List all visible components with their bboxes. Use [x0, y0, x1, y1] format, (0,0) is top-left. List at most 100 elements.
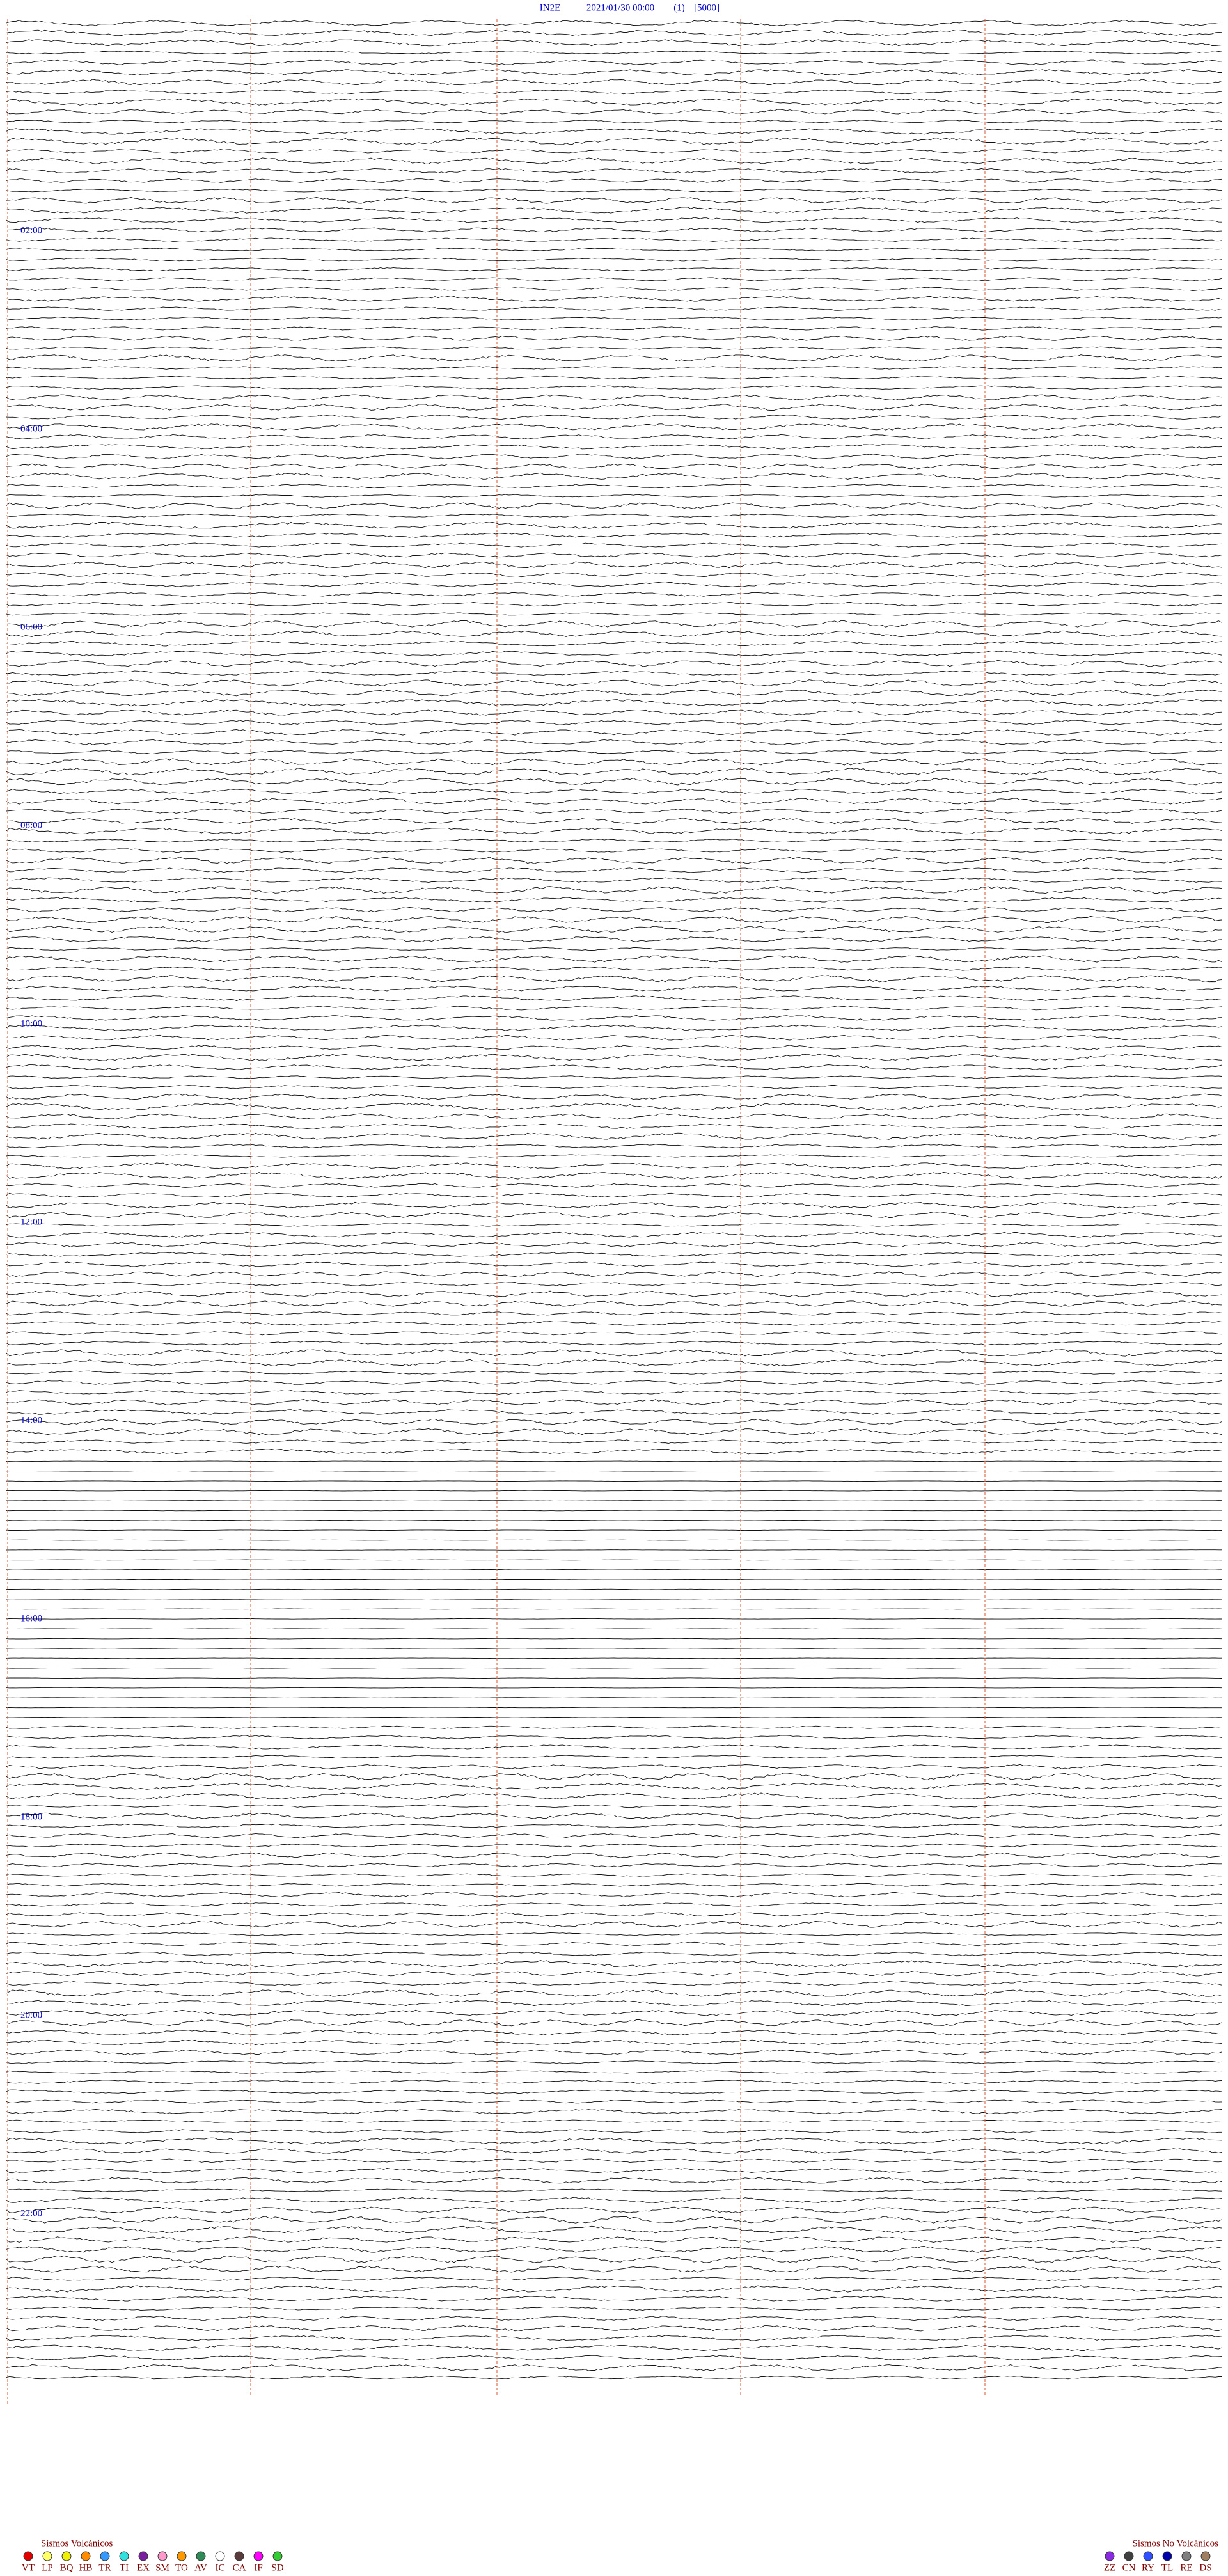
legend-marker	[215, 2551, 225, 2561]
trace	[6, 79, 1222, 86]
trace	[6, 699, 1222, 707]
trace	[6, 138, 1222, 145]
legend-code: DS	[1199, 2563, 1211, 2573]
trace	[6, 1618, 1222, 1620]
legend-code: TI	[120, 2563, 129, 2573]
legend-marker	[177, 2551, 187, 2561]
legend-marker	[1105, 2551, 1115, 2561]
trace	[6, 778, 1222, 786]
trace	[6, 907, 1222, 912]
trace	[6, 839, 1222, 843]
trace	[6, 1154, 1222, 1158]
legend-code: ZZ	[1104, 2563, 1115, 2573]
trace	[6, 98, 1222, 106]
trace	[6, 317, 1222, 320]
trace	[6, 1399, 1222, 1405]
legend-marker	[157, 2551, 168, 2561]
trace	[6, 90, 1222, 95]
trace	[6, 366, 1222, 370]
trace	[6, 463, 1222, 470]
trace	[6, 385, 1222, 390]
trace	[6, 2246, 1222, 2253]
trace	[6, 2206, 1222, 2214]
hour-label: 20:00	[20, 2010, 42, 2020]
trace	[6, 1448, 1222, 1455]
trace	[6, 2119, 1222, 2123]
trace	[6, 1290, 1222, 1297]
trace	[6, 827, 1222, 835]
trace	[6, 120, 1222, 123]
trace	[6, 581, 1222, 587]
trace	[6, 1132, 1222, 1140]
trace	[6, 630, 1222, 637]
trace	[6, 720, 1222, 725]
legend-code: CN	[1122, 2563, 1136, 2573]
legend-code: VT	[22, 2563, 35, 2573]
trace	[6, 109, 1222, 115]
legend-code: IC	[216, 2563, 225, 2573]
trace	[6, 2277, 1222, 2281]
trace	[6, 897, 1222, 903]
trace	[6, 306, 1222, 311]
trace	[6, 620, 1222, 628]
trace	[6, 1707, 1222, 1709]
trace	[6, 484, 1222, 489]
trace	[6, 670, 1222, 676]
trace	[6, 2050, 1222, 2055]
trace	[6, 394, 1222, 400]
trace	[6, 679, 1222, 687]
trace	[6, 1054, 1222, 1061]
trace	[6, 552, 1222, 558]
legend-code: LP	[42, 2563, 53, 2573]
trace	[6, 2364, 1222, 2371]
overlay: 02:00 04:00 06:00 08:00 10:00 12:00 14:00 16:00…	[7, 19, 1218, 2573]
trace	[6, 196, 1222, 204]
trace	[6, 2296, 1222, 2302]
trace	[6, 1569, 1222, 1570]
trace	[6, 532, 1222, 538]
trace	[6, 1725, 1222, 1729]
trace	[6, 1863, 1222, 1868]
trace	[6, 2197, 1222, 2203]
trace	[6, 967, 1222, 971]
trace	[6, 1932, 1222, 1936]
trace	[6, 2375, 1222, 2380]
trace	[6, 1980, 1222, 1986]
trace	[6, 572, 1222, 578]
trace	[6, 178, 1222, 183]
trace	[6, 2344, 1222, 2351]
station: IN2E	[540, 3, 561, 13]
legend-code: EX	[137, 2563, 150, 2573]
trace	[6, 1370, 1222, 1375]
trace	[6, 2080, 1222, 2084]
trace	[6, 157, 1222, 164]
trace	[6, 1902, 1222, 1907]
trace	[6, 848, 1222, 853]
trace	[6, 1045, 1222, 1050]
trace	[6, 207, 1222, 214]
trace	[6, 1380, 1222, 1385]
trace	[6, 472, 1222, 480]
trace	[6, 346, 1222, 350]
trace	[6, 1341, 1222, 1346]
legend-title: Sismos Volcánicos	[41, 2538, 113, 2548]
trace	[6, 2216, 1222, 2224]
trace	[6, 651, 1222, 656]
trace	[6, 257, 1222, 262]
trace	[6, 2108, 1222, 2114]
trace	[6, 2225, 1222, 2234]
trace	[6, 955, 1222, 963]
trace	[6, 2285, 1222, 2293]
trace	[6, 640, 1222, 647]
legend-marker	[119, 2551, 129, 2561]
trace	[6, 29, 1222, 36]
trace	[6, 1510, 1222, 1512]
hour-label: 02:00	[20, 225, 42, 235]
trace	[6, 51, 1222, 55]
trace	[6, 857, 1222, 864]
trace	[6, 2060, 1222, 2064]
legend-marker	[81, 2551, 91, 2561]
legend-marker	[253, 2551, 264, 2561]
trace	[6, 542, 1222, 548]
trace	[6, 69, 1222, 75]
